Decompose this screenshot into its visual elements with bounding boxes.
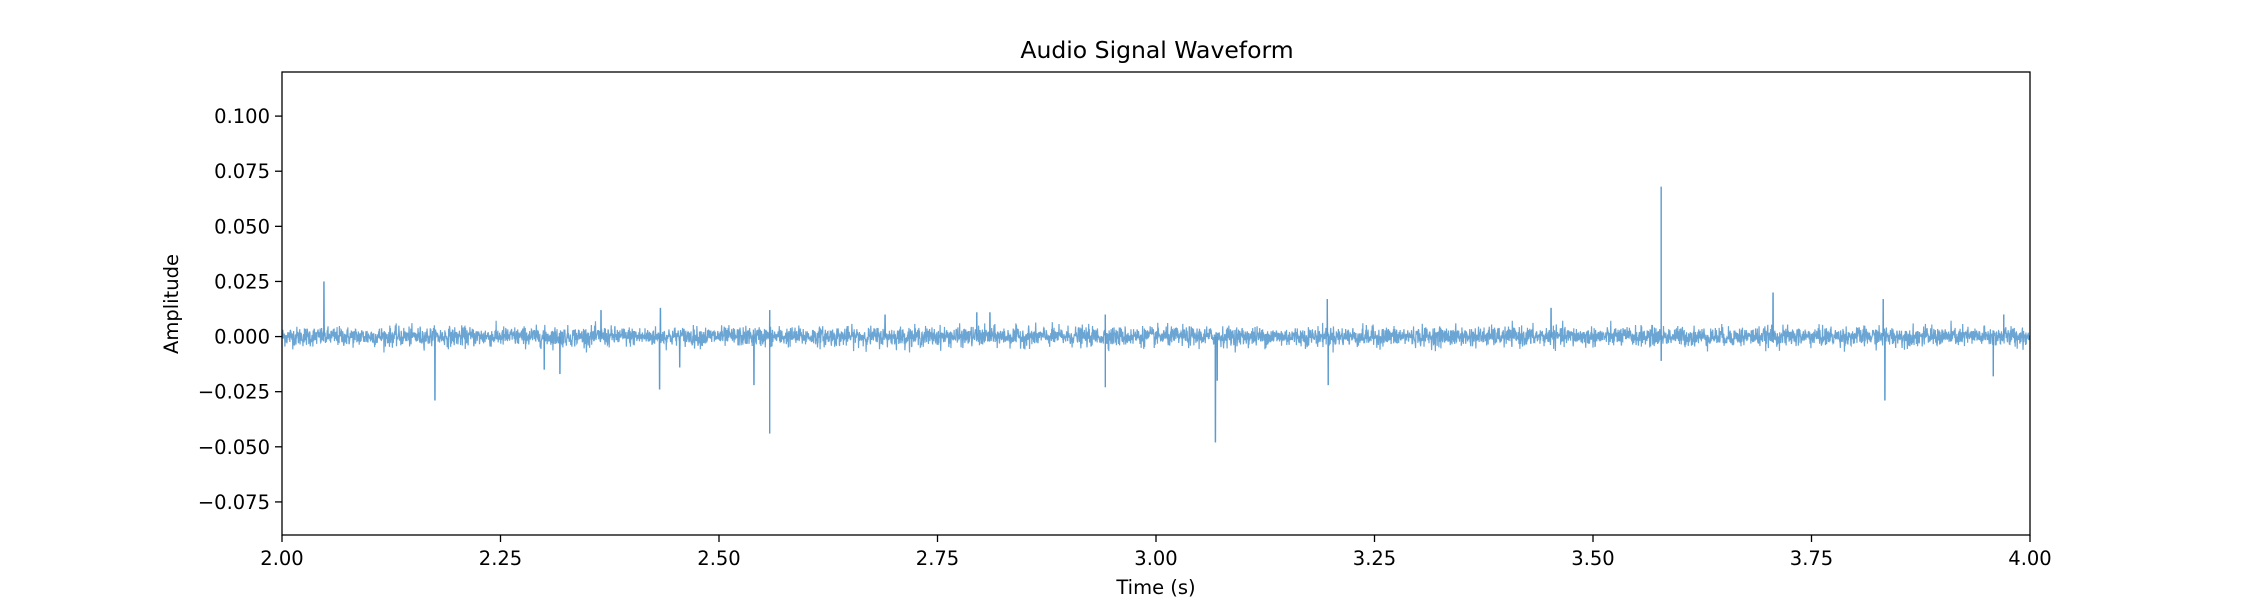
x-tick-label: 2.75 [916,547,959,570]
y-tick-label: 0.050 [214,215,270,238]
y-axis-label: Amplitude [160,254,183,354]
x-tick-label: 3.00 [1134,547,1177,570]
x-axis-label: Time (s) [1115,576,1195,599]
y-tick-label: 0.000 [214,326,270,349]
x-axis: 2.00 2.25 2.50 2.75 3.00 3.25 3.50 3.75 4.00 [260,535,2052,570]
x-tick-label: 2.50 [697,547,740,570]
y-tick-label: 0.025 [214,270,270,293]
y-tick-label: −0.050 [198,436,270,459]
y-tick-label: −0.025 [198,381,270,404]
y-tick-label: 0.100 [214,105,270,128]
x-tick-label: 2.25 [479,547,522,570]
x-tick-label: 4.00 [2008,547,2051,570]
chart-title: Audio Signal Waveform [1020,36,1293,64]
y-tick-label: −0.075 [198,491,270,514]
x-tick-label: 3.75 [1790,547,1833,570]
waveform-series-line [281,281,2031,443]
x-tick-label: 3.25 [1353,547,1396,570]
x-tick-label: 2.00 [260,547,303,570]
x-tick-label: 3.50 [1571,547,1614,570]
plot-area [281,186,2031,443]
y-tick-label: 0.075 [214,160,270,183]
y-axis: 0.100 0.075 0.050 0.025 0.000 −0.025 −0.050 −0.… [198,105,282,514]
